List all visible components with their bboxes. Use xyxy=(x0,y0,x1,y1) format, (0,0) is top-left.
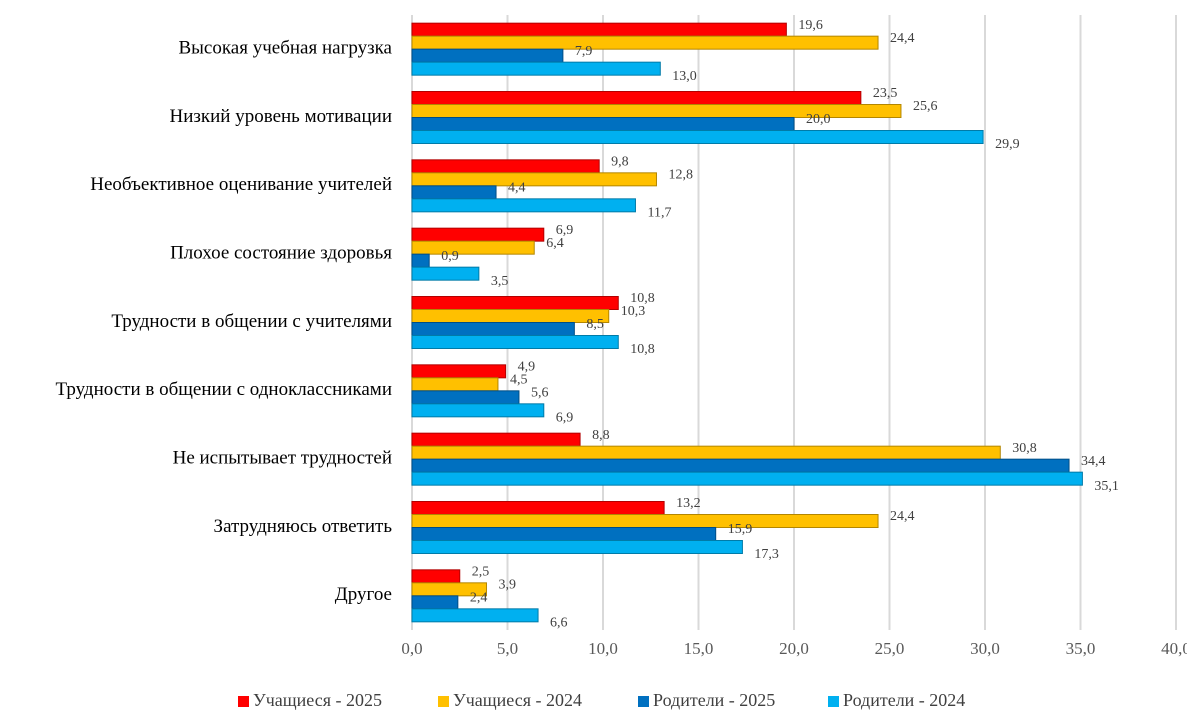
x-tick-label: 10,0 xyxy=(588,639,618,658)
bar xyxy=(411,322,575,336)
value-label: 6,9 xyxy=(556,223,574,238)
bar xyxy=(411,117,795,131)
legend-swatch xyxy=(828,696,839,707)
category-label: Трудности в общении с учителями xyxy=(111,311,392,332)
value-label: 30,8 xyxy=(1012,441,1037,456)
bar xyxy=(411,445,1001,460)
value-label: 17,3 xyxy=(754,547,779,562)
bar xyxy=(411,198,636,213)
value-label: 8,8 xyxy=(592,428,610,443)
bar xyxy=(411,309,610,323)
bar xyxy=(411,458,1070,473)
bar xyxy=(411,172,657,187)
value-label: 35,1 xyxy=(1094,479,1119,494)
bar xyxy=(411,240,535,255)
value-label: 23,5 xyxy=(873,86,898,101)
value-label: 19,6 xyxy=(798,18,823,33)
bar xyxy=(411,22,787,37)
value-label: 25,6 xyxy=(913,99,938,114)
bar xyxy=(411,364,507,379)
bar xyxy=(411,471,1083,486)
value-label: 10,3 xyxy=(621,304,646,319)
value-label: 6,6 xyxy=(550,616,568,631)
value-label: 0,9 xyxy=(441,249,459,264)
x-tick-label: 30,0 xyxy=(970,639,1000,658)
value-label: 29,9 xyxy=(995,137,1020,152)
bar xyxy=(411,501,665,515)
bar xyxy=(411,159,600,174)
legend-label: Родители - 2025 xyxy=(653,690,775,710)
category-label: Плохое состояние здоровья xyxy=(170,243,392,264)
bar xyxy=(411,61,661,76)
bar xyxy=(411,608,539,623)
bar xyxy=(411,227,545,242)
value-label: 10,8 xyxy=(630,342,655,357)
bar xyxy=(411,514,879,528)
x-tick-label: 35,0 xyxy=(1066,639,1096,658)
bar xyxy=(411,432,581,447)
x-tick-label: 20,0 xyxy=(779,639,809,658)
value-label: 11,7 xyxy=(647,206,671,221)
category-label: Не испытывает трудностей xyxy=(173,448,392,469)
value-label: 8,5 xyxy=(586,317,604,332)
x-tick-label: 25,0 xyxy=(875,639,905,658)
legend-swatch xyxy=(638,696,649,707)
legend-label: Родители - 2024 xyxy=(843,690,965,710)
value-label: 7,9 xyxy=(575,44,593,59)
category-label: Трудности в общении с одноклассниками xyxy=(56,379,393,400)
value-label: 6,4 xyxy=(546,236,564,251)
bar xyxy=(411,335,619,349)
legend-swatch xyxy=(438,696,449,707)
category-label: Необъективное оценивание учителей xyxy=(90,174,392,195)
value-label: 20,0 xyxy=(806,112,831,127)
value-label: 6,9 xyxy=(556,411,574,426)
bar xyxy=(411,266,480,281)
bar xyxy=(411,377,499,392)
value-label: 24,4 xyxy=(890,31,915,46)
value-label: 4,4 xyxy=(508,181,526,196)
bar xyxy=(411,253,430,268)
bar xyxy=(411,595,459,610)
x-tick-label: 15,0 xyxy=(684,639,714,658)
value-label: 12,8 xyxy=(668,168,693,183)
bar xyxy=(411,35,879,50)
value-label: 24,4 xyxy=(890,509,915,524)
bar xyxy=(411,569,461,584)
value-label: 5,6 xyxy=(531,386,549,401)
legend-swatch xyxy=(238,696,249,707)
value-label: 4,9 xyxy=(518,360,536,375)
bar xyxy=(411,540,743,554)
value-label: 34,4 xyxy=(1081,454,1106,469)
bar xyxy=(411,91,862,105)
value-label: 2,4 xyxy=(470,591,488,606)
value-label: 10,8 xyxy=(630,291,655,306)
value-label: 9,8 xyxy=(611,155,629,170)
value-label: 4,5 xyxy=(510,373,528,388)
bar xyxy=(411,130,984,144)
value-label: 15,9 xyxy=(728,522,753,537)
x-tick-label: 0,0 xyxy=(401,639,422,658)
category-label: Другое xyxy=(335,584,392,605)
value-label: 3,5 xyxy=(491,274,509,289)
value-label: 3,9 xyxy=(498,578,516,593)
category-label: Низкий уровень мотивации xyxy=(170,106,393,127)
value-label: 2,5 xyxy=(472,565,490,580)
x-tick-label: 40,0 xyxy=(1161,639,1187,658)
bar xyxy=(411,527,717,541)
bar xyxy=(411,390,520,405)
bar xyxy=(411,185,497,200)
legend-label: Учащиеся - 2025 xyxy=(253,690,382,710)
value-label: 13,2 xyxy=(676,496,701,511)
bar xyxy=(411,403,545,418)
category-label: Затрудняюсь ответить xyxy=(214,516,393,537)
legend-label: Учащиеся - 2024 xyxy=(453,690,582,710)
value-label: 13,0 xyxy=(672,69,697,84)
bar xyxy=(411,296,619,310)
category-label: Высокая учебная нагрузка xyxy=(178,38,392,59)
bar xyxy=(411,48,564,63)
x-tick-label: 5,0 xyxy=(497,639,518,658)
